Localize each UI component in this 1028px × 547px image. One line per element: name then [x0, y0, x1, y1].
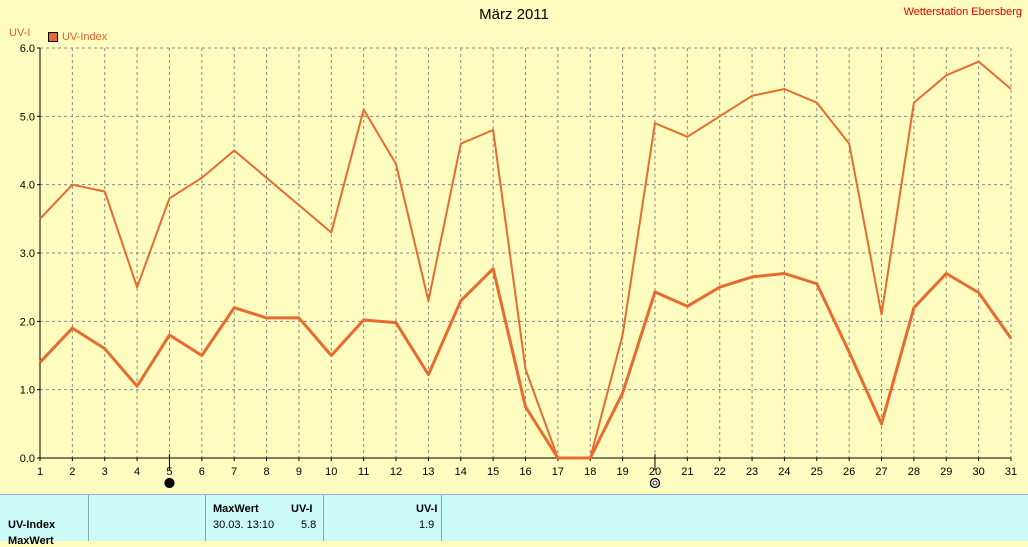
- x-tick-label: 29: [940, 466, 952, 478]
- row-label: UV-Index: [8, 519, 56, 531]
- y-tick-label: 0.0: [20, 453, 35, 465]
- y-tick-label: 6.0: [20, 43, 35, 55]
- table-divider: [441, 495, 442, 541]
- x-tick-label: 25: [811, 466, 823, 478]
- x-tick-label: 1: [37, 466, 43, 478]
- y-tick-label: 5.0: [20, 111, 35, 123]
- x-tick-label: 13: [422, 466, 434, 478]
- x-tick-label: 17: [552, 466, 564, 478]
- x-tick-label: 20: [649, 466, 661, 478]
- x-tick-label: 4: [134, 466, 140, 478]
- table-divider: [205, 495, 206, 541]
- row-label-next: MaxWert: [8, 535, 54, 547]
- y-tick-label: 4.0: [20, 180, 35, 192]
- y-tick-label: 1.0: [20, 385, 35, 397]
- x-tick-label: 30: [973, 466, 985, 478]
- x-tick-label: 19: [616, 466, 628, 478]
- col-header-maxwert: MaxWert: [213, 503, 259, 515]
- x-tick-label: 15: [487, 466, 499, 478]
- table-divider: [88, 495, 89, 541]
- col3-value: 1.9: [419, 519, 435, 531]
- col-header-unit: UV-I: [291, 503, 313, 515]
- chart-title: März 2011: [479, 6, 549, 23]
- max-value: 5.8: [301, 519, 317, 531]
- summary-table: UV-Index MaxWert MaxWert UV-I 30.03. 13:…: [0, 494, 1028, 547]
- x-tick-label: 16: [519, 466, 531, 478]
- x-tick-label: 10: [325, 466, 337, 478]
- x-tick-label: 23: [746, 466, 758, 478]
- hollow-circle-inner: [652, 480, 658, 486]
- x-tick-label: 18: [584, 466, 596, 478]
- y-tick-label: 3.0: [20, 248, 35, 260]
- table-divider: [323, 495, 324, 541]
- x-tick-label: 3: [102, 466, 108, 478]
- legend[interactable]: UV-Index: [48, 31, 107, 43]
- x-tick-label: 21: [681, 466, 693, 478]
- x-tick-label: 11: [358, 466, 369, 478]
- y-axis-unit: UV-I: [9, 27, 31, 39]
- y-tick-label: 2.0: [20, 316, 35, 328]
- x-tick-label: 31: [1005, 466, 1017, 478]
- x-tick-label: 7: [231, 466, 237, 478]
- x-tick-label: 8: [264, 466, 270, 478]
- x-tick-label: 26: [843, 466, 855, 478]
- x-tick-label: 12: [390, 466, 402, 478]
- x-tick-label: 6: [199, 466, 205, 478]
- col3-header-unit: UV-I: [416, 503, 438, 515]
- filled-circle-icon: [164, 477, 175, 489]
- series-line-1: [39, 60, 1012, 459]
- x-tick-label: 9: [296, 466, 302, 478]
- station-name: Wetterstation Ebersberg: [903, 6, 1022, 18]
- uv-line-chart: 0.01.02.03.04.05.06.01 2 3 4 5 6 7 8 9 10 11 12 13 14…: [20, 43, 1017, 489]
- x-tick-label: 22: [714, 466, 726, 478]
- legend-label: UV-Index: [62, 31, 108, 43]
- x-tick-label: 28: [908, 466, 920, 478]
- hollow-circle-icon: [649, 477, 661, 489]
- x-tick-label: 5: [166, 466, 172, 478]
- legend-swatch: [48, 32, 58, 42]
- x-tick-label: 14: [455, 466, 467, 478]
- series-line-2: [38, 267, 1013, 460]
- max-time: 30.03. 13:10: [213, 519, 275, 531]
- x-tick-label: 27: [875, 466, 887, 478]
- x-tick-label: 2: [69, 466, 75, 478]
- x-tick-label: 24: [778, 466, 790, 478]
